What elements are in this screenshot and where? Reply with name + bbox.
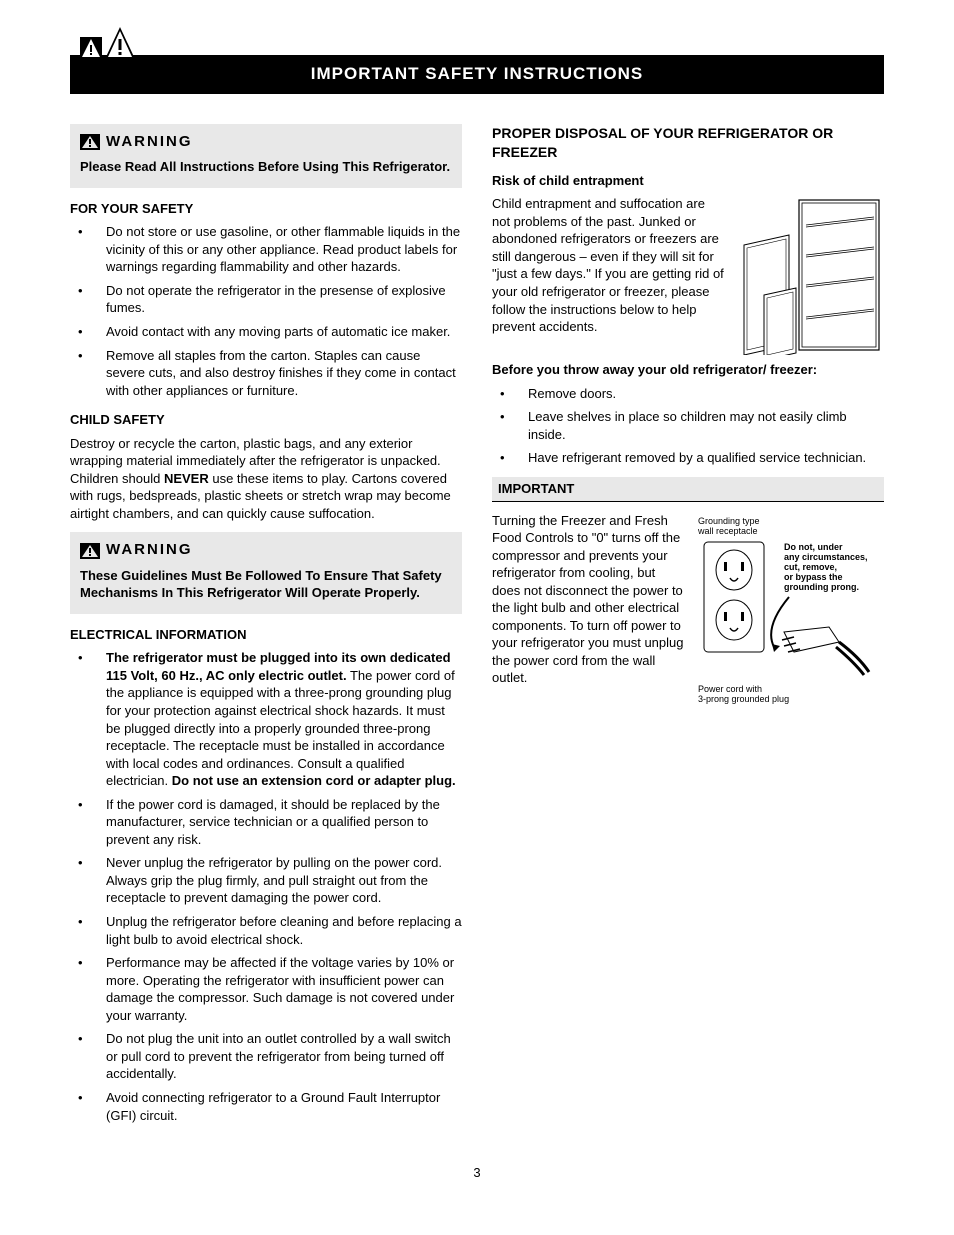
disposal-heading: PROPER DISPOSAL OF YOUR REFRIGERATOR OR …: [492, 124, 884, 162]
important-heading: IMPORTANT: [492, 477, 884, 502]
fridge-illustration: [734, 195, 884, 355]
left-column: WARNING Please Read All Instructions Bef…: [70, 124, 462, 1134]
list-item: Avoid contact with any moving parts of a…: [70, 323, 462, 341]
list-item: Have refrigerant removed by a qualified …: [492, 449, 884, 467]
warning-icon: [80, 543, 100, 559]
svg-text:grounding prong.: grounding prong.: [784, 582, 859, 592]
warning-1-text: Please Read All Instructions Before Usin…: [80, 158, 452, 176]
list-item: Leave shelves in place so children may n…: [492, 408, 884, 443]
warning-label-text: WARNING: [106, 540, 193, 560]
svg-text:or bypass the: or bypass the: [784, 572, 843, 582]
warning-triangle-pair-icon: [80, 27, 135, 61]
content-columns: WARNING Please Read All Instructions Bef…: [70, 124, 884, 1134]
warning-2-text: These Guidelines Must Be Followed To Ens…: [80, 567, 452, 602]
warning-icon: [80, 134, 100, 150]
list-item: The refrigerator must be plugged into it…: [70, 649, 462, 789]
disposal-block: Child entrapment and suffocation are not…: [492, 195, 884, 361]
svg-text:3-prong grounded plug: 3-prong grounded plug: [698, 694, 789, 704]
child-safety-text: Destroy or recycle the carton, plastic b…: [70, 435, 462, 523]
svg-text:wall receptacle: wall receptacle: [697, 526, 758, 536]
svg-text:cut, remove,: cut, remove,: [784, 562, 837, 572]
page-header: IMPORTANT SAFETY INSTRUCTIONS: [70, 55, 884, 94]
important-block: Grounding type wall receptacle Do not, u…: [492, 512, 884, 718]
warning-label-2: WARNING: [80, 540, 452, 560]
list-item: If the power cord is damaged, it should …: [70, 796, 462, 849]
warning-box-2: WARNING These Guidelines Must Be Followe…: [70, 532, 462, 613]
fridge-doors-removed-icon: [734, 195, 884, 355]
entrapment-heading: Risk of child entrapment: [492, 172, 884, 190]
list-item: Do not operate the refrigerator in the p…: [70, 282, 462, 317]
warning-label-text: WARNING: [106, 132, 193, 152]
page-title: IMPORTANT SAFETY INSTRUCTIONS: [70, 63, 884, 86]
list-item: Unplug the refrigerator before cleaning …: [70, 913, 462, 948]
outlet-illustration: Grounding type wall receptacle Do not, u…: [694, 512, 884, 712]
list-item: Remove doors.: [492, 385, 884, 403]
list-item: Never unplug the refrigerator by pulling…: [70, 854, 462, 907]
electrical-list: The refrigerator must be plugged into it…: [70, 649, 462, 1124]
safety-list: Do not store or use gasoline, or other f…: [70, 223, 462, 399]
disposal-list: Remove doors. Leave shelves in place so …: [492, 385, 884, 467]
warning-box-1: WARNING Please Read All Instructions Bef…: [70, 124, 462, 188]
safety-heading: FOR YOUR SAFETY: [70, 200, 462, 218]
right-column: PROPER DISPOSAL OF YOUR REFRIGERATOR OR …: [492, 124, 884, 1134]
page-number: 3: [70, 1164, 884, 1182]
list-item: Do not store or use gasoline, or other f…: [70, 223, 462, 276]
list-item: Do not plug the unit into an outlet cont…: [70, 1030, 462, 1083]
svg-text:any circumstances,: any circumstances,: [784, 552, 868, 562]
list-item: Remove all staples from the carton. Stap…: [70, 347, 462, 400]
header-warning-icons: [80, 27, 135, 61]
child-safety-heading: CHILD SAFETY: [70, 411, 462, 429]
svg-text:Power cord with: Power cord with: [698, 684, 762, 694]
warning-label-1: WARNING: [80, 132, 452, 152]
electrical-heading: ELECTRICAL INFORMATION: [70, 626, 462, 644]
grounded-outlet-icon: Grounding type wall receptacle Do not, u…: [694, 512, 884, 712]
svg-text:Do not, under: Do not, under: [784, 542, 843, 552]
list-item: Avoid connecting refrigerator to a Groun…: [70, 1089, 462, 1124]
before-throw-heading: Before you throw away your old refrigera…: [492, 361, 884, 379]
list-item: Performance may be affected if the volta…: [70, 954, 462, 1024]
svg-text:Grounding type: Grounding type: [698, 516, 760, 526]
